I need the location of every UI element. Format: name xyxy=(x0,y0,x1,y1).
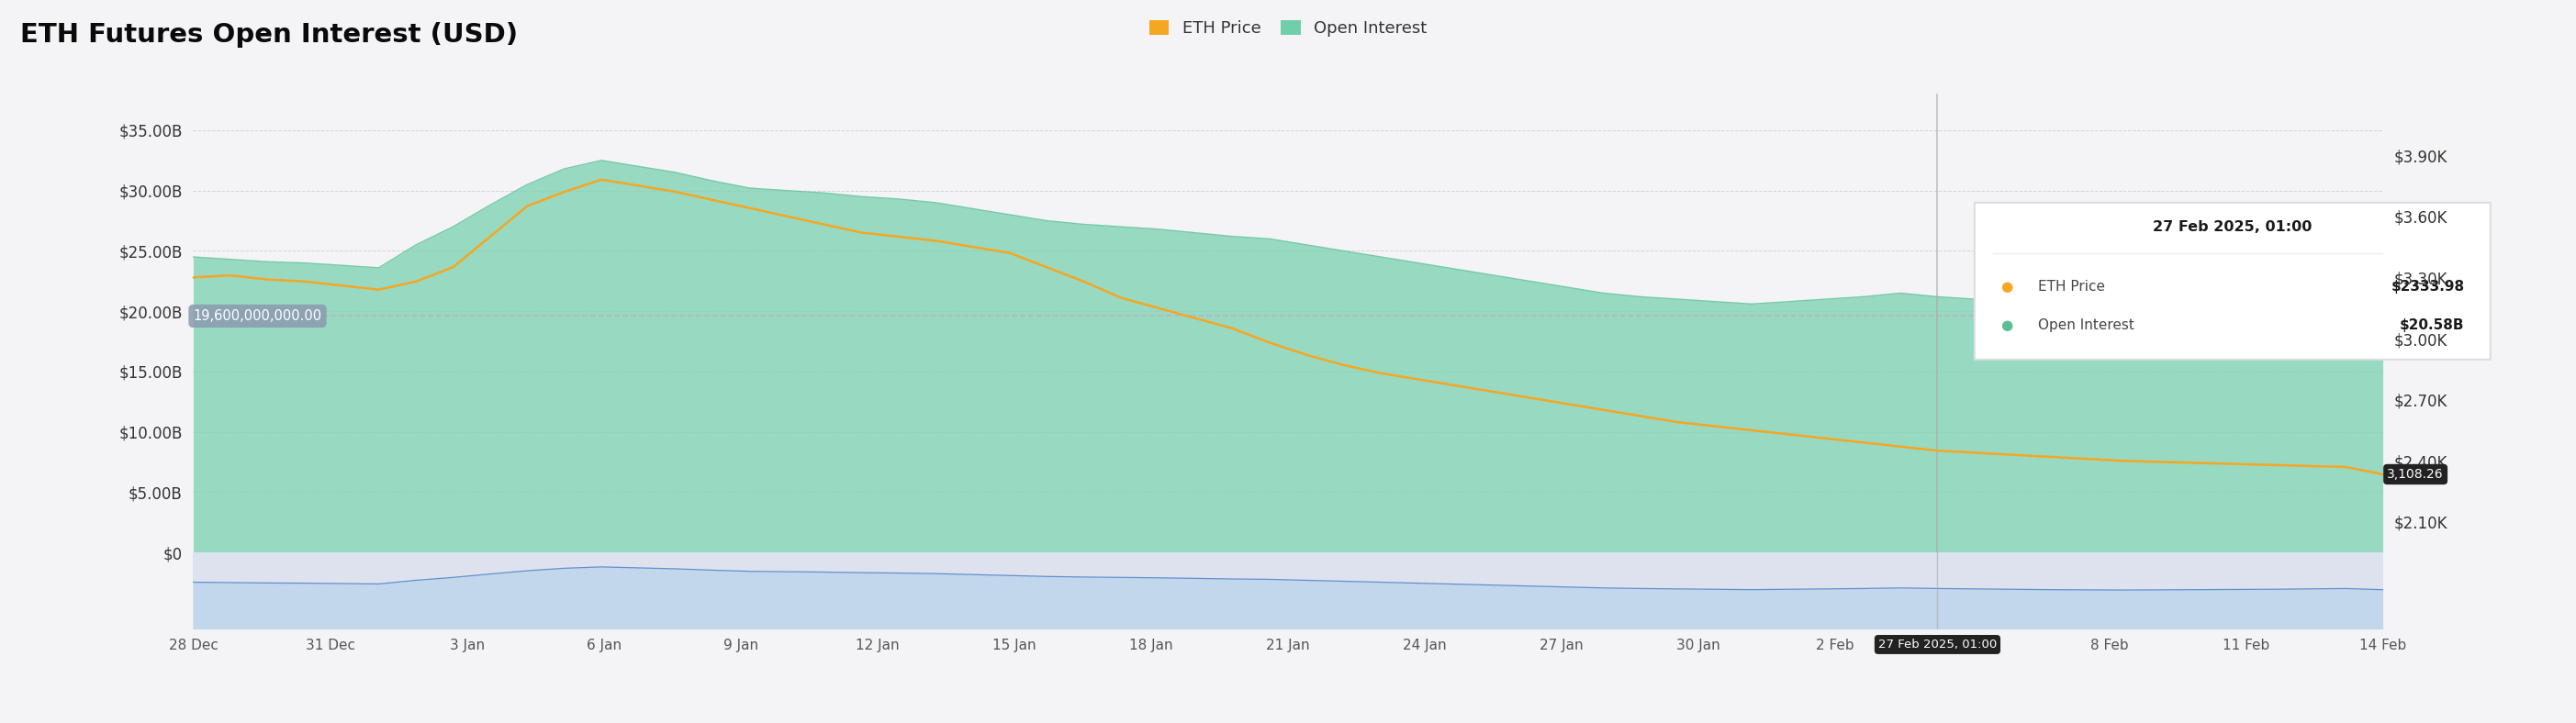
Text: 3,108.26: 3,108.26 xyxy=(2388,468,2445,481)
Text: 27 Feb 2025, 01:00: 27 Feb 2025, 01:00 xyxy=(1878,638,1996,651)
FancyBboxPatch shape xyxy=(1976,202,2491,359)
Text: ETH Futures Open Interest (USD): ETH Futures Open Interest (USD) xyxy=(21,22,518,48)
Text: 27 Feb 2025, 01:00: 27 Feb 2025, 01:00 xyxy=(2154,220,2313,234)
Text: ●: ● xyxy=(2002,319,2012,333)
Text: ●: ● xyxy=(2002,281,2012,294)
Text: $2333.98: $2333.98 xyxy=(2391,281,2465,294)
Text: ETH Price: ETH Price xyxy=(2038,281,2105,294)
Text: Open Interest: Open Interest xyxy=(2038,319,2133,333)
Legend: ETH Price, Open Interest: ETH Price, Open Interest xyxy=(1149,20,1427,36)
Text: 19,600,000,000.00: 19,600,000,000.00 xyxy=(193,309,322,323)
Text: $20.58B: $20.58B xyxy=(2401,319,2465,333)
